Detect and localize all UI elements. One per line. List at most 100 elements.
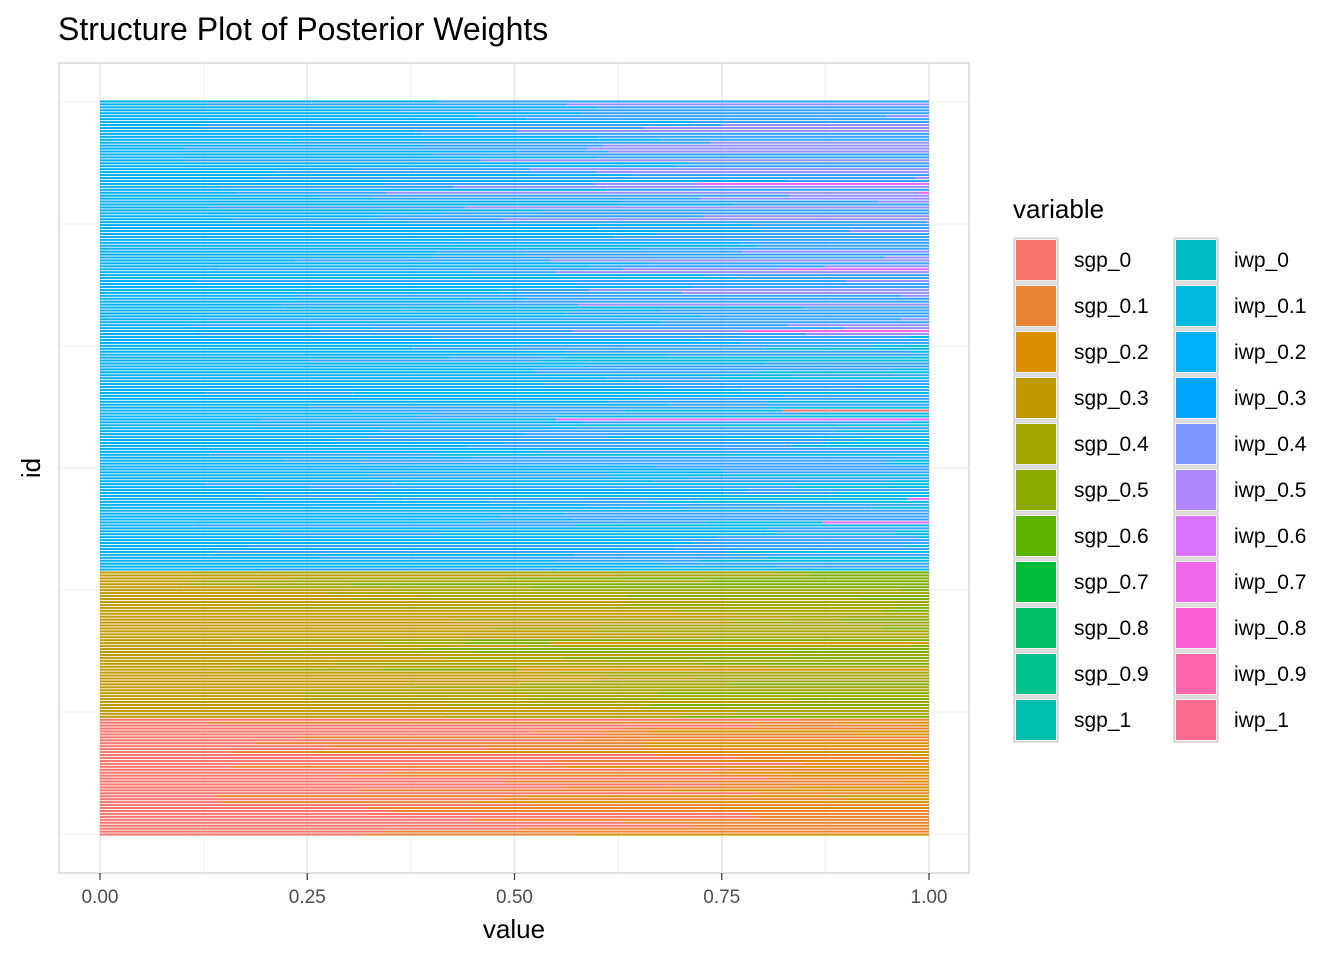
bar-segment — [100, 559, 555, 562]
bar-segment — [622, 268, 781, 271]
bar-segment — [100, 453, 210, 456]
bar-segment — [899, 606, 929, 609]
bar-segment — [326, 592, 929, 595]
legend-label: sgp_0.5 — [1074, 479, 1149, 502]
bar-segment — [853, 733, 929, 736]
bar-segment — [100, 821, 624, 824]
bar-segment — [100, 294, 298, 297]
bar-segment — [100, 377, 607, 380]
bar-segment — [849, 229, 929, 233]
bar-segment — [100, 556, 323, 559]
bar-segment — [652, 703, 929, 707]
bar-segment — [100, 303, 283, 306]
bar-segment — [386, 182, 595, 185]
bar-segment — [473, 818, 929, 821]
bar-segment — [578, 739, 929, 742]
bar-segment — [564, 356, 929, 359]
bar-segment — [100, 795, 218, 798]
bar-segment — [826, 441, 929, 445]
bar-segment — [247, 606, 900, 609]
bar-segment — [736, 756, 929, 760]
bar-segment — [100, 827, 521, 830]
bar-segment — [764, 347, 929, 350]
bar-segment — [624, 409, 784, 412]
bar-segment — [100, 739, 579, 742]
bar-segment — [100, 553, 575, 556]
bar-segment — [572, 330, 744, 333]
bar-segment — [100, 577, 291, 580]
bar-segment — [901, 318, 929, 321]
bar-segment — [256, 742, 644, 745]
bar-segment — [100, 280, 196, 283]
bar-segment — [670, 403, 929, 406]
bar-segment — [100, 486, 311, 489]
bar-segment — [100, 759, 552, 762]
bar-segment — [100, 830, 388, 833]
bar-segment — [728, 683, 929, 686]
bar-segment — [408, 686, 930, 689]
bar-segment — [100, 400, 609, 403]
bar-segment — [640, 397, 929, 400]
bar-segment — [574, 518, 929, 521]
bar-segment — [100, 247, 643, 250]
bar-segment — [860, 597, 929, 601]
bar-segment — [394, 109, 929, 112]
bar-segment — [100, 465, 656, 468]
bar-segment — [700, 662, 929, 665]
bar-segment — [412, 347, 765, 350]
bar-segment — [632, 174, 929, 177]
legend-label: sgp_0.6 — [1074, 525, 1149, 548]
x-tick-label: 0.75 — [703, 887, 740, 908]
bar-segment — [716, 536, 918, 539]
bar-segment — [802, 762, 929, 765]
bar-segment — [754, 371, 929, 374]
bar-segment — [742, 250, 929, 253]
bar-segment — [420, 648, 929, 651]
bar-segment — [403, 497, 701, 500]
bar-segment — [282, 303, 579, 306]
bar-segment — [723, 471, 929, 474]
bar-segment — [697, 182, 929, 185]
bar-segment — [100, 542, 695, 545]
legend-label: iwp_0.6 — [1234, 525, 1306, 548]
bar-segment — [498, 288, 590, 291]
bar-segment — [720, 759, 929, 762]
bar-segment — [100, 812, 750, 815]
bar-segment — [556, 415, 929, 418]
bar-segment — [100, 653, 789, 656]
bar-segment — [733, 203, 929, 206]
bar-segment — [100, 386, 666, 389]
bar-segment — [457, 238, 929, 241]
bar-segment — [100, 112, 582, 115]
bar-segment — [436, 250, 743, 253]
bar-segment — [100, 674, 607, 677]
chart-title: Structure Plot of Posterior Weights — [58, 11, 548, 47]
bar-segment — [393, 483, 929, 486]
bar-segment — [100, 777, 768, 780]
bar-segment — [100, 371, 536, 374]
bar-segment — [639, 706, 929, 709]
bar-segment — [196, 580, 711, 583]
bar-segment — [100, 480, 652, 483]
bar-segment — [100, 762, 803, 765]
bar-segment — [393, 589, 901, 592]
bar-segment — [908, 421, 929, 424]
bar-segment — [100, 627, 492, 630]
bar-segment — [723, 491, 835, 495]
bar-segment — [100, 751, 231, 754]
bar-segment — [792, 786, 929, 789]
bar-segment — [260, 494, 377, 497]
bar-segment — [739, 241, 929, 244]
bar-segment — [100, 592, 327, 595]
bar-segment — [800, 718, 929, 721]
bar-segment — [423, 132, 929, 135]
bar-segment — [767, 777, 929, 780]
bar-segment — [351, 597, 861, 601]
bar-segment — [442, 212, 929, 215]
legend-label: iwp_0.1 — [1234, 295, 1306, 318]
bar-segment — [589, 288, 929, 291]
bar-segment — [655, 232, 929, 235]
bar-segment — [639, 380, 929, 383]
bar-segment — [503, 218, 929, 221]
bar-segment — [100, 129, 416, 132]
